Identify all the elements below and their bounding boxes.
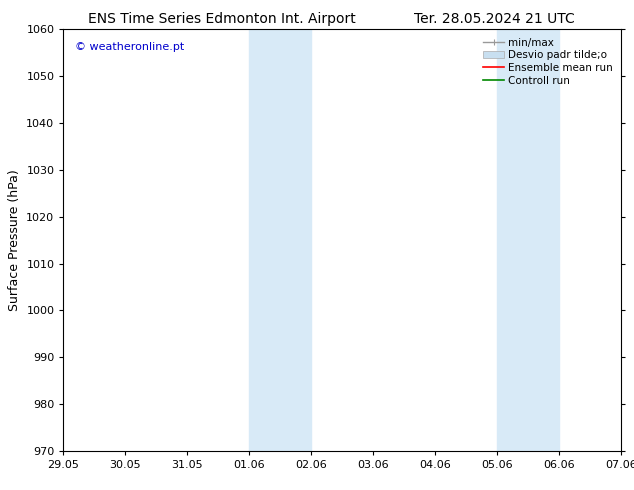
Text: © weatheronline.pt: © weatheronline.pt [75, 42, 184, 52]
Legend: min/max, Desvio padr tilde;o, Ensemble mean run, Controll run: min/max, Desvio padr tilde;o, Ensemble m… [480, 35, 616, 89]
Bar [497, 29, 559, 451]
Bar [249, 29, 311, 451]
Text: Ter. 28.05.2024 21 UTC: Ter. 28.05.2024 21 UTC [414, 12, 575, 26]
Y-axis label: Surface Pressure (hPa): Surface Pressure (hPa) [8, 169, 21, 311]
Text: ENS Time Series Edmonton Int. Airport: ENS Time Series Edmonton Int. Airport [88, 12, 356, 26]
